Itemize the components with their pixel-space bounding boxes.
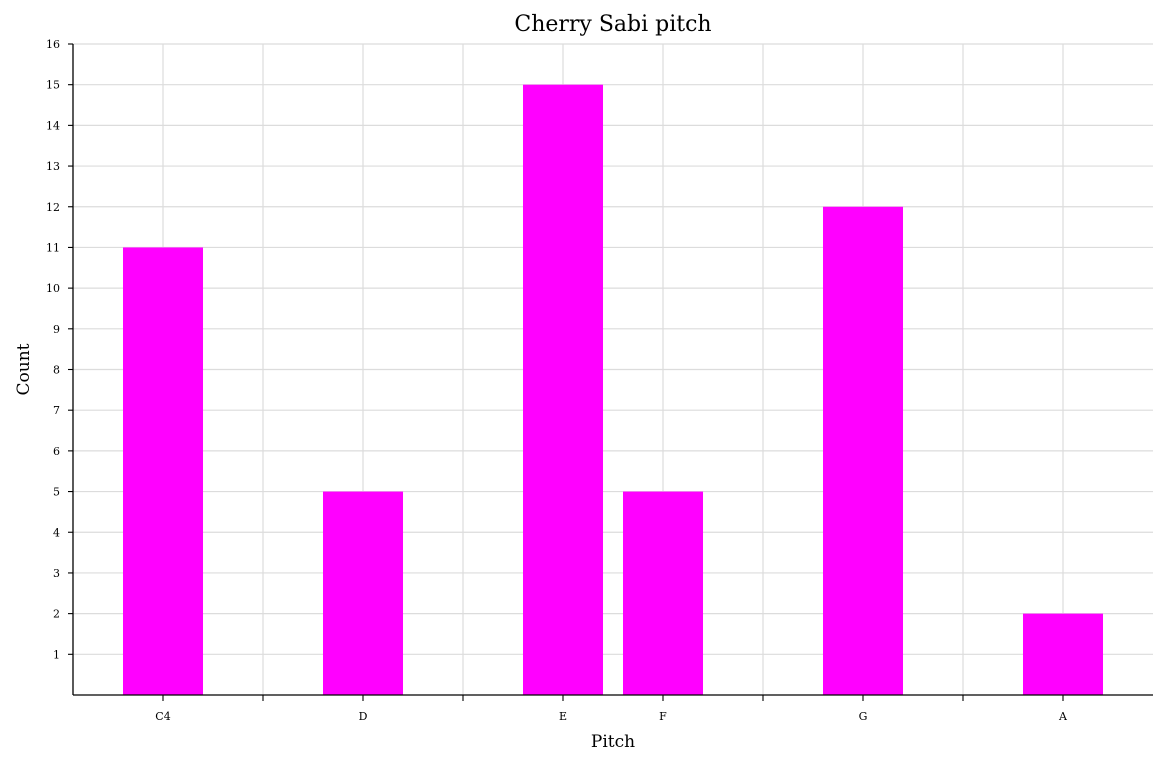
y-tick-label: 3: [53, 567, 60, 580]
bar-c4: [123, 247, 203, 695]
y-tick-label: 13: [46, 160, 60, 173]
y-tick-label: 16: [46, 38, 60, 51]
bar-f: [623, 491, 703, 695]
y-axis-title: Count: [14, 343, 34, 395]
y-tick-label: 12: [46, 201, 60, 214]
y-tick-label: 10: [46, 282, 60, 295]
x-tick-label: C4: [155, 710, 170, 723]
y-tick-label: 4: [53, 526, 60, 539]
x-axis-title: Pitch: [591, 732, 635, 752]
y-tick-label: 2: [53, 608, 60, 621]
x-tick-label: G: [859, 710, 868, 723]
x-tick-label: F: [659, 710, 667, 723]
bar-a: [1023, 613, 1103, 695]
x-tick-label: A: [1058, 710, 1068, 723]
chart-title: Cherry Sabi pitch: [514, 12, 711, 37]
y-tick-label: 11: [46, 241, 60, 254]
y-tick-label: 6: [53, 445, 60, 458]
bars: [123, 84, 1103, 695]
bar-g: [823, 206, 903, 695]
bar-d: [323, 491, 403, 695]
x-tick-label: E: [559, 710, 567, 723]
y-tick-label: 7: [53, 404, 60, 417]
y-tick-label: 14: [46, 119, 60, 132]
bar-e: [523, 84, 603, 695]
y-tick-label: 15: [46, 79, 60, 92]
x-tick-label: D: [359, 710, 368, 723]
y-tick-label: 1: [53, 648, 60, 661]
y-tick-label: 8: [53, 364, 60, 377]
grid: [73, 43, 1153, 695]
y-tick-label: 5: [53, 486, 60, 499]
y-tick-label: 9: [53, 323, 60, 336]
